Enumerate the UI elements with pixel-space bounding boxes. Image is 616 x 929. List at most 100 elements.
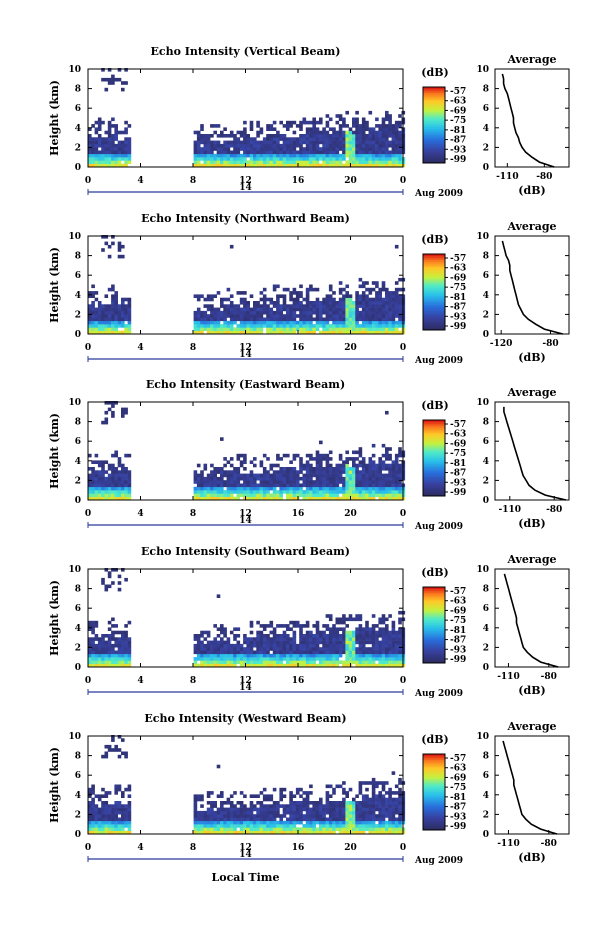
echo-cell	[315, 450, 320, 455]
echo-cell	[305, 820, 310, 825]
echo-cell	[361, 496, 366, 501]
echo-cell	[309, 653, 313, 658]
echo-cell	[259, 486, 264, 491]
echo-cell	[104, 87, 109, 92]
echo-cell	[391, 470, 396, 474]
echo-cell	[315, 127, 320, 131]
echo-cell	[91, 160, 95, 164]
echo-cell	[289, 810, 293, 815]
echo-cell	[286, 320, 290, 325]
colorbar-step	[423, 613, 445, 616]
echo-cell	[269, 630, 274, 635]
echo-cell	[355, 814, 359, 818]
echo-cell	[104, 137, 109, 141]
echo-cell	[88, 496, 92, 501]
echo-cell	[338, 650, 343, 655]
x-tick-label: 12	[239, 343, 252, 353]
echo-cell	[328, 490, 333, 494]
echo-cell	[121, 470, 125, 474]
echo-cell	[97, 157, 102, 161]
echo-cell	[352, 457, 356, 461]
echo-cell	[312, 640, 316, 645]
colorbar-step	[423, 293, 445, 297]
echo-cell	[355, 476, 359, 481]
echo-cell	[309, 784, 313, 789]
echo-cell	[398, 627, 402, 631]
echo-cell	[302, 663, 307, 668]
echo-cell	[319, 320, 323, 325]
echo-cell	[315, 807, 320, 812]
echo-cell	[249, 157, 254, 161]
colorbar-step	[423, 92, 445, 95]
echo-cell	[279, 143, 283, 148]
echo-cell	[299, 310, 303, 315]
echo-cell	[332, 493, 336, 497]
echo-cell	[111, 124, 115, 128]
echo-cell	[97, 483, 102, 488]
echo-cell	[101, 473, 105, 478]
echo-cell	[345, 637, 349, 641]
echo-cell	[210, 310, 214, 315]
echo-cell	[210, 473, 214, 478]
echo-cell	[338, 801, 343, 805]
echo-cell	[292, 287, 297, 292]
echo-cell	[114, 467, 118, 471]
echo-cell	[312, 830, 316, 835]
echo-cell	[361, 663, 366, 668]
echo-cell	[101, 324, 105, 328]
echo-cell	[335, 660, 340, 664]
colorbar-tick-label: -75	[450, 449, 466, 459]
echo-cell	[213, 153, 217, 158]
echo-cell	[358, 153, 363, 158]
echo-cell	[94, 317, 99, 322]
echo-cell	[391, 467, 396, 471]
echo-cell	[378, 810, 382, 815]
echo-cell	[121, 751, 125, 756]
y-tick-label: 6	[75, 771, 81, 781]
echo-cell	[114, 643, 118, 648]
echo-cell	[394, 663, 399, 668]
echo-cell	[322, 824, 326, 828]
echo-cell	[107, 147, 112, 151]
echo-cell	[94, 140, 99, 145]
echo-cell	[203, 134, 208, 138]
echo-cell	[121, 254, 125, 259]
colorbar-step	[423, 427, 445, 430]
echo-cell	[262, 480, 267, 484]
echo-cell	[236, 490, 241, 494]
echo-cell	[239, 820, 244, 825]
echo-cell	[239, 650, 244, 655]
echo-cell	[236, 640, 241, 645]
echo-cell	[111, 401, 115, 405]
echo-cell	[233, 310, 237, 315]
echo-cell	[269, 637, 274, 641]
echo-cell	[246, 160, 250, 164]
echo-cell	[104, 310, 109, 315]
echo-cell	[223, 810, 227, 815]
echo-cell	[335, 163, 340, 168]
echo-cell	[272, 120, 277, 125]
echo-cell	[385, 653, 389, 658]
echo-cell	[101, 304, 105, 308]
echo-cell	[210, 660, 214, 664]
echo-cell	[398, 824, 402, 828]
echo-cell	[249, 663, 254, 668]
echo-cell	[286, 650, 290, 655]
echo-cell	[94, 153, 99, 158]
echo-cell	[355, 470, 359, 474]
echo-cell	[335, 301, 340, 305]
echo-cell	[233, 470, 237, 474]
echo-cell	[220, 627, 224, 631]
echo-cell	[104, 814, 109, 818]
echo-cell	[338, 304, 343, 308]
echo-cell	[328, 614, 333, 618]
echo-cell	[127, 317, 132, 322]
echo-cell	[394, 160, 399, 164]
echo-cell	[101, 634, 105, 638]
echo-cell	[127, 650, 132, 655]
echo-cell	[338, 463, 343, 468]
echo-cell	[375, 784, 379, 789]
echo-cell	[361, 830, 366, 835]
echo-heatmap	[88, 735, 406, 835]
echo-cell	[279, 496, 283, 501]
